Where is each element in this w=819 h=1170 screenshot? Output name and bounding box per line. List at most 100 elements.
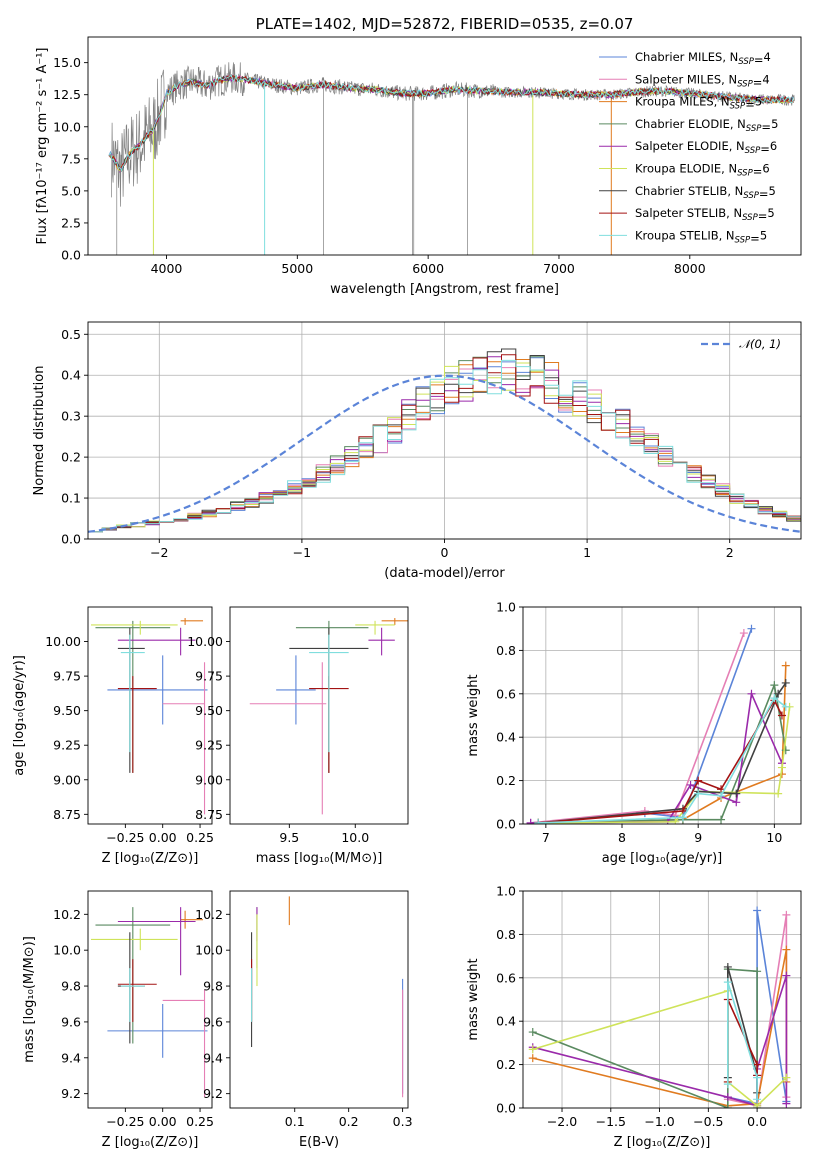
model-spectrum: [108, 74, 794, 171]
data-point-marker: [781, 661, 790, 670]
x-axis-label: (data-model)/error: [384, 566, 505, 581]
data-point-marker: [774, 789, 783, 798]
y-axis-label: Flux [fλ10⁻¹⁷ erg cm⁻² s⁻¹ A⁻¹]: [35, 48, 50, 245]
data-point-marker: [723, 962, 732, 971]
data-point-marker: [671, 817, 680, 824]
x-axis-label: wavelength [Angstrom, rest frame]: [330, 282, 559, 297]
x-tick-label: 0: [441, 545, 449, 560]
axes-frame: [522, 606, 802, 825]
y-tick-label: 0.3: [61, 409, 81, 424]
y-tick-label: 9.50: [53, 703, 81, 718]
data-point-marker: [781, 702, 790, 711]
y-tick-label: 9.75: [53, 669, 81, 684]
x-tick-label: 0.2: [339, 1114, 359, 1129]
x-tick-label: 8000: [674, 261, 706, 276]
data-point-marker: [777, 711, 786, 720]
y-tick-label: 0.4: [496, 1014, 516, 1029]
error-bar-point: [295, 620, 369, 773]
axes-frame: [87, 36, 802, 256]
legend: Chabrier MILES, NSSP=4 Salpeter MILES, NS…: [599, 50, 778, 245]
x-tick-label: −2: [150, 545, 168, 560]
axes-frame: [229, 606, 409, 825]
y-tick-label: 9.75: [195, 669, 223, 684]
plot-area: [108, 62, 795, 255]
y-tick-label: 0.0: [61, 248, 81, 263]
x-tick-label: 2: [726, 545, 734, 560]
data-point-marker: [732, 798, 741, 807]
x-tick-label: 1: [583, 545, 591, 560]
x-tick-label: 0.3: [393, 1114, 413, 1129]
x-axis-label: age [log₁₀(age/yr)]: [602, 851, 723, 866]
error-bar-point: [309, 634, 349, 753]
data-point-marker: [777, 763, 786, 772]
chart-mass-weight-vs-age: 7 8 9 10 0.0 0.2 0.4 0.6 0.8 1.0 age [log₁₀(age/yr…: [466, 600, 802, 866]
data-point-marker: [781, 746, 790, 755]
y-tick-label: 0.4: [496, 730, 516, 745]
error-bar-point: [90, 620, 178, 635]
chart-spectrum: 4000 5000 6000 7000 8000 0.0 2.5 5.0 7.5 10.0 12.5…: [35, 15, 802, 297]
legend-label: Chabrier STELIB, NSSP=5: [635, 184, 776, 201]
series-salpeter-elodie: [526, 689, 786, 824]
y-tick-label: 9.00: [195, 772, 223, 787]
chart-residuals: 𝒩(0, 1) −2 −1 0 1 2 0.0 0.1 0.2 0.3 0.4 0.5 (data-mo…: [32, 321, 802, 581]
y-tick-label: 15.0: [53, 55, 81, 70]
legend-label: 𝒩(0, 1): [739, 337, 781, 351]
chart-mass-weight-vs-z: −2.0 −1.5 −1.0 −0.5 0.0 0.0 0.2 0.4 0.6 0.8 1.0 Z […: [466, 884, 802, 1150]
data-point-marker: [747, 624, 756, 633]
data-point-marker: [753, 906, 762, 915]
chart-mass-vs-ebv: 0.1 0.2 0.3 9.2 9.4 9.6 9.8 10.0 10.2 E(B-V): [195, 890, 413, 1150]
data-point-marker: [678, 813, 687, 822]
series-line: [538, 682, 787, 824]
y-tick-label: 9.25: [195, 738, 223, 753]
legend-label: Salpeter MILES, NSSP=4: [635, 72, 770, 89]
plot-area: [88, 348, 801, 533]
plot-area: [528, 906, 791, 1108]
x-axis-label: Z [log₁₀(Z/Z⊙)]: [102, 1135, 199, 1150]
x-tick-label: 0.00: [149, 830, 177, 845]
y-tick-label: 0.2: [61, 450, 81, 465]
x-axis-label: Z [log₁₀(Z/Z⊙)]: [614, 1135, 711, 1150]
y-tick-label: 1.0: [496, 884, 516, 899]
legend-label: Salpeter ELODIE, NSSP=6: [635, 139, 777, 156]
error-bar-point: [368, 627, 395, 656]
data-point-marker: [694, 776, 703, 785]
plot-area: [526, 624, 794, 824]
plot-area: [90, 907, 208, 1098]
data-point-marker: [717, 791, 726, 800]
error-bar-point: [355, 620, 395, 635]
error-bar-point: [162, 662, 206, 815]
y-tick-label: 8.75: [53, 807, 81, 822]
y-tick-label: 0.4: [61, 368, 81, 383]
legend-label: Salpeter STELIB, NSSP=5: [635, 206, 775, 223]
legend-label: Chabrier ELODIE, NSSP=5: [635, 117, 778, 134]
model-spectrum: [108, 74, 794, 172]
series-line: [530, 690, 783, 824]
series-line: [538, 706, 791, 824]
axes-frame: [87, 606, 213, 825]
error-bar-point: [249, 662, 327, 815]
legend-label: Kroupa MILES, NSSP=5: [635, 95, 762, 112]
y-tick-label: 10.00: [187, 634, 223, 649]
x-tick-label: 8: [618, 830, 626, 845]
x-tick-label: 7: [542, 830, 550, 845]
series-chabrier-elodie: [534, 681, 790, 824]
data-point-marker: [526, 818, 535, 824]
data-point-marker: [770, 681, 779, 690]
x-tick-label: −0.25: [106, 830, 144, 845]
error-bar-point: [107, 1003, 208, 1058]
x-tick-label: −1: [293, 545, 311, 560]
axes-frame: [229, 890, 409, 1109]
plot-area: [249, 618, 408, 815]
y-tick-label: 0.8: [496, 643, 516, 658]
y-tick-label: 9.8: [203, 979, 223, 994]
x-tick-label: 7000: [543, 261, 575, 276]
x-tick-label: 0.0: [747, 1114, 767, 1129]
series-line: [538, 696, 787, 824]
y-axis-label: mass weight: [466, 958, 481, 1040]
y-tick-label: 0.6: [496, 686, 516, 701]
error-bar-point: [381, 618, 408, 625]
chart-title: PLATE=1402, MJD=52872, FIBERID=0535, z=0…: [256, 15, 634, 33]
series-line: [538, 698, 783, 824]
data-point-marker: [528, 1028, 537, 1037]
